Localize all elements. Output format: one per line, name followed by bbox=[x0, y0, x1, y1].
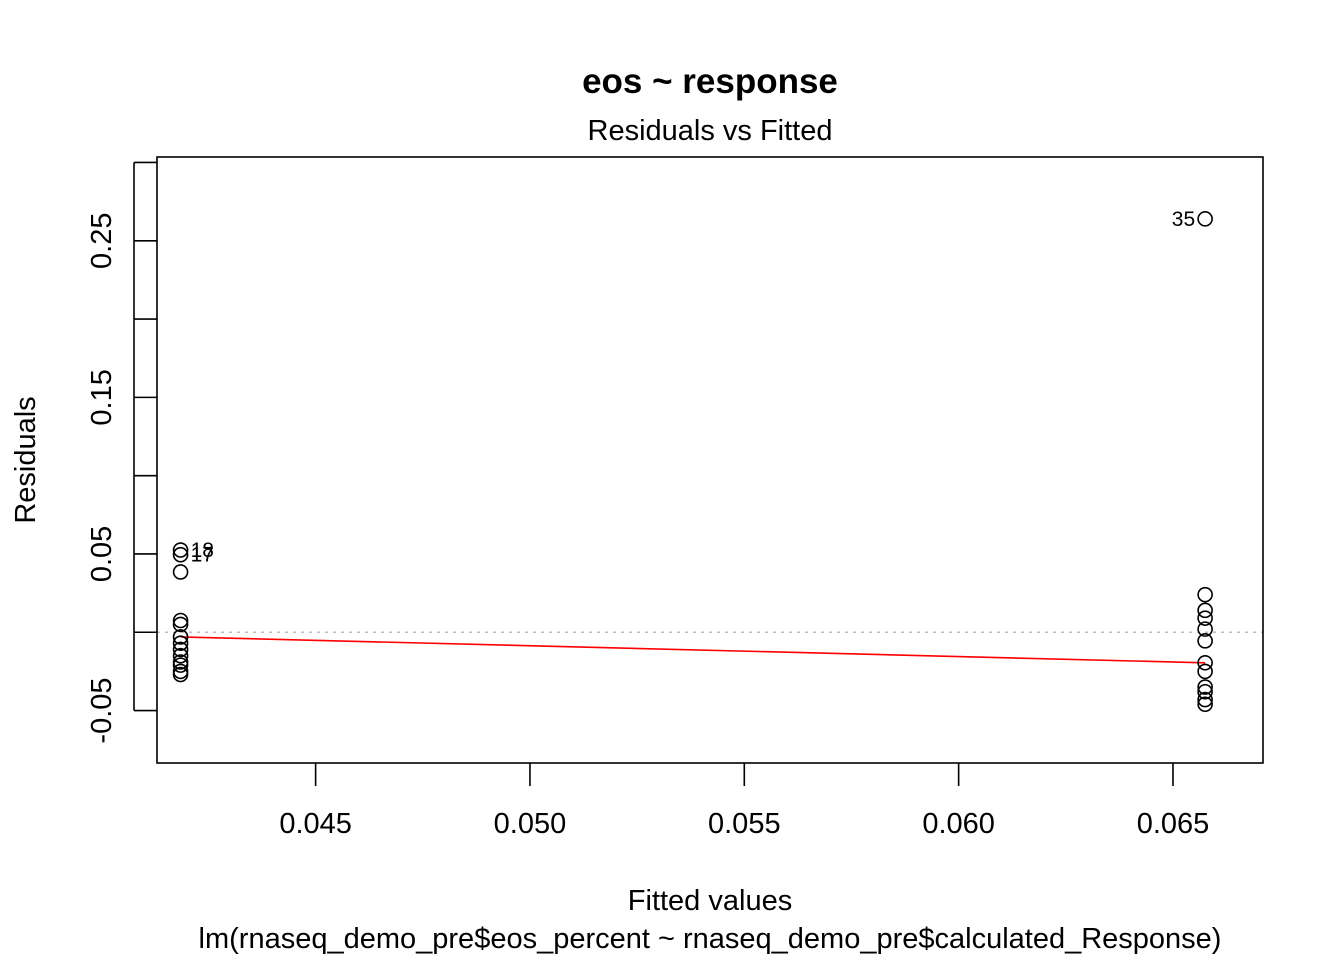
data-point bbox=[172, 542, 189, 558]
chart-subtitle: Residuals vs Fitted bbox=[588, 115, 833, 147]
point-label: 35 bbox=[1172, 208, 1195, 231]
data-point bbox=[172, 616, 189, 633]
y-tick-label: 0.25 bbox=[86, 213, 118, 269]
y-axis-label: Residuals bbox=[10, 396, 42, 523]
smooth-layer bbox=[180, 636, 1206, 664]
data-point bbox=[1197, 683, 1213, 700]
data-point bbox=[172, 546, 189, 563]
plot-frame bbox=[156, 156, 1264, 764]
data-point bbox=[1197, 211, 1213, 227]
data-point bbox=[1197, 633, 1213, 649]
data-point bbox=[1197, 610, 1213, 626]
data-point bbox=[172, 564, 189, 580]
y-axis: -0.05 0.05 0.15 0.25 bbox=[86, 161, 157, 744]
data-point bbox=[1197, 602, 1213, 619]
data-point bbox=[1197, 621, 1213, 637]
chart-title: eos ~ response bbox=[582, 62, 838, 101]
x-tick-label: 0.060 bbox=[922, 808, 995, 840]
x-tick-label: 0.055 bbox=[708, 808, 781, 840]
x-tick-label: 0.050 bbox=[494, 808, 567, 840]
x-axis: 0.045 0.050 0.055 0.060 0.065 bbox=[279, 763, 1209, 840]
data-point bbox=[1197, 679, 1213, 695]
data-point bbox=[1197, 663, 1213, 680]
data-point bbox=[172, 641, 189, 658]
points-layer bbox=[172, 211, 1213, 713]
data-point bbox=[1197, 696, 1213, 713]
y-tick-label: -0.05 bbox=[86, 677, 118, 743]
y-tick-label: 0.05 bbox=[86, 526, 118, 582]
data-point bbox=[172, 657, 189, 673]
x-tick-label: 0.045 bbox=[279, 808, 352, 840]
data-point bbox=[172, 629, 189, 645]
model-formula-label: lm(rnaseq_demo_pre$eos_percent ~ rnaseq_… bbox=[199, 923, 1222, 955]
data-point bbox=[172, 612, 189, 629]
y-tick-label: 0.15 bbox=[86, 369, 118, 425]
data-point bbox=[1197, 654, 1213, 671]
data-point bbox=[172, 666, 189, 683]
data-point bbox=[1197, 586, 1213, 603]
point-label: 17 bbox=[191, 544, 214, 567]
point-label: 18 bbox=[191, 539, 214, 562]
data-point bbox=[172, 635, 189, 652]
x-tick-label: 0.065 bbox=[1137, 808, 1210, 840]
smooth-trend-line bbox=[180, 636, 1206, 664]
data-point bbox=[1197, 691, 1213, 708]
x-axis-label: Fitted values bbox=[628, 885, 792, 917]
data-point bbox=[172, 647, 189, 664]
